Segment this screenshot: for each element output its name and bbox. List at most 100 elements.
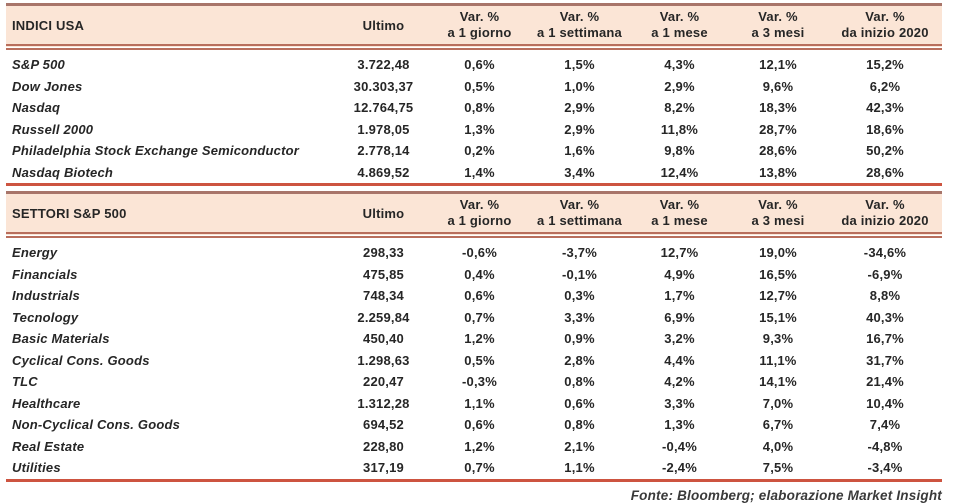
- column-header-line2: a 1 settimana: [537, 25, 622, 40]
- var-value: 14,1%: [759, 374, 797, 390]
- column-header-line2: da inizio 2020: [841, 213, 929, 228]
- var-value: 8,8%: [869, 288, 901, 304]
- var-value: 1,3%: [664, 417, 695, 433]
- var-value: 0,6%: [464, 57, 495, 73]
- column-header-line1: Var. %: [659, 197, 700, 212]
- var-value: 0,8%: [464, 100, 495, 116]
- ultimo-value: 694,52: [363, 417, 404, 433]
- var-value: 1,2%: [464, 331, 495, 347]
- table-row: Real Estate 228,80 1,2% 2,1% -0,4% 4,0% -4,8%: [6, 436, 942, 458]
- var-value: 0,5%: [464, 352, 495, 368]
- var-value: 2,8%: [564, 352, 595, 368]
- var-value: 2,9%: [664, 78, 695, 94]
- row-label: Dow Jones: [12, 78, 83, 94]
- ultimo-value: 1.298,63: [357, 352, 410, 368]
- table-row: Philadelphia Stock Exchange Semiconducto…: [6, 140, 942, 162]
- row-label: Basic Materials: [12, 331, 110, 347]
- var-value: 6,2%: [869, 78, 901, 94]
- var-value: 12,1%: [759, 57, 797, 73]
- row-label: Tecnology: [12, 309, 79, 325]
- header-row: INDICI USA Ultimo Var. % a 1 giorno Var.…: [6, 3, 942, 50]
- var-value: 18,3%: [759, 100, 797, 116]
- column-header-line2: a 1 mese: [651, 25, 708, 40]
- column-header-ultimo: Ultimo: [336, 191, 431, 238]
- var-value: 16,7%: [866, 331, 904, 347]
- var-value: 0,8%: [564, 374, 595, 390]
- row-label: Russell 2000: [12, 121, 94, 137]
- var-value: -0,4%: [662, 438, 697, 454]
- var-value: 1,3%: [464, 121, 495, 137]
- table-row: Healthcare 1.312,28 1,1% 0,6% 3,3% 7,0% 10,4%: [6, 393, 942, 415]
- var-value: 9,6%: [762, 78, 794, 94]
- table-row: Nasdaq Biotech 4.869,52 1,4% 3,4% 12,4% 13,8%…: [6, 162, 942, 185]
- var-value: 40,3%: [866, 309, 904, 325]
- var-value: 1,1%: [564, 460, 595, 476]
- column-header-line1: Var. %: [758, 9, 798, 24]
- table-row: Dow Jones 30.303,37 0,5% 1,0% 2,9% 9,6% 6,2%: [6, 76, 942, 98]
- var-value: 0,6%: [464, 288, 495, 304]
- var-value: 0,6%: [564, 395, 595, 411]
- var-value: 7,0%: [762, 395, 794, 411]
- var-value: 0,7%: [464, 309, 495, 325]
- row-label: TLC: [12, 374, 38, 390]
- table-body-settori-sp500: Energy 298,33 -0,6% -3,7% 12,7% 19,0% -34,6% Fi…: [6, 235, 942, 480]
- ultimo-value: 220,47: [363, 374, 404, 390]
- table-row: Financials 475,85 0,4% -0,1% 4,9% 16,5% -6,9%: [6, 264, 942, 286]
- var-value: 1,5%: [564, 57, 595, 73]
- var-value: 0,5%: [464, 78, 495, 94]
- column-header-var-1-giorno: Var. % a 1 giorno: [431, 3, 528, 50]
- column-header-var-1-settimana: Var. % a 1 settimana: [528, 191, 631, 238]
- var-value: 12,7%: [759, 288, 797, 304]
- var-value: 6,7%: [762, 417, 794, 433]
- row-label: Non-Cyclical Cons. Goods: [12, 417, 181, 433]
- var-value: -4,8%: [867, 438, 903, 454]
- var-value: 1,1%: [464, 395, 495, 411]
- row-label: Healthcare: [12, 395, 81, 411]
- row-label: Nasdaq Biotech: [12, 164, 114, 180]
- ultimo-value: 748,34: [363, 288, 404, 304]
- row-label: Cyclical Cons. Goods: [12, 352, 150, 368]
- var-value: -6,9%: [867, 266, 903, 282]
- var-value: 1,6%: [564, 143, 595, 159]
- table-row: Tecnology 2.259,84 0,7% 3,3% 6,9% 15,1% 40,3%: [6, 307, 942, 329]
- var-value: 1,4%: [464, 164, 495, 180]
- column-header-line1: Var. %: [659, 9, 700, 24]
- var-value: 1,2%: [464, 438, 495, 454]
- var-value: 4,4%: [664, 352, 695, 368]
- column-header-line1: Var. %: [758, 197, 798, 212]
- var-value: 0,8%: [564, 417, 595, 433]
- ultimo-value: 30.303,37: [353, 78, 414, 94]
- column-header-ultimo: Ultimo: [336, 3, 431, 50]
- var-value: 9,8%: [664, 143, 695, 159]
- var-value: 16,5%: [759, 266, 797, 282]
- row-label: Energy: [12, 245, 58, 261]
- var-value: 15,2%: [866, 57, 904, 73]
- var-value: 31,7%: [866, 352, 904, 368]
- var-value: 50,2%: [866, 143, 904, 159]
- column-header-var-1-mese: Var. % a 1 mese: [631, 3, 728, 50]
- ultimo-value: 2.778,14: [357, 143, 410, 159]
- column-header-line2: a 1 giorno: [447, 213, 512, 228]
- var-value: 15,1%: [759, 309, 797, 325]
- var-value: 28,6%: [759, 143, 797, 159]
- var-value: 12,7%: [660, 245, 699, 261]
- column-header-var-da-inizio-2020: Var. % da inizio 2020: [828, 3, 942, 50]
- table-row: TLC 220,47 -0,3% 0,8% 4,2% 14,1% 21,4%: [6, 371, 942, 393]
- column-header-line2: a 1 settimana: [537, 213, 622, 228]
- ultimo-value: 1.312,28: [357, 395, 410, 411]
- var-value: 28,6%: [866, 164, 904, 180]
- column-header-line2: a 3 mesi: [751, 25, 805, 40]
- var-value: 0,7%: [464, 460, 495, 476]
- column-header-var-1-giorno: Var. % a 1 giorno: [431, 191, 528, 238]
- var-value: 2,9%: [564, 100, 595, 116]
- row-label: Nasdaq: [12, 100, 61, 116]
- row-label: Philadelphia Stock Exchange Semiconducto…: [12, 143, 300, 159]
- column-header-line1: Var. %: [559, 197, 600, 212]
- var-value: 3,3%: [664, 395, 695, 411]
- column-header-var-3-mesi: Var. % a 3 mesi: [728, 3, 828, 50]
- table-row: Russell 2000 1.978,05 1,3% 2,9% 11,8% 28,7% 18…: [6, 119, 942, 141]
- table-title: SETTORI S&P 500: [6, 191, 336, 238]
- table-row: Industrials 748,34 0,6% 0,3% 1,7% 12,7% 8,8%: [6, 285, 942, 307]
- var-value: 2,1%: [564, 438, 595, 454]
